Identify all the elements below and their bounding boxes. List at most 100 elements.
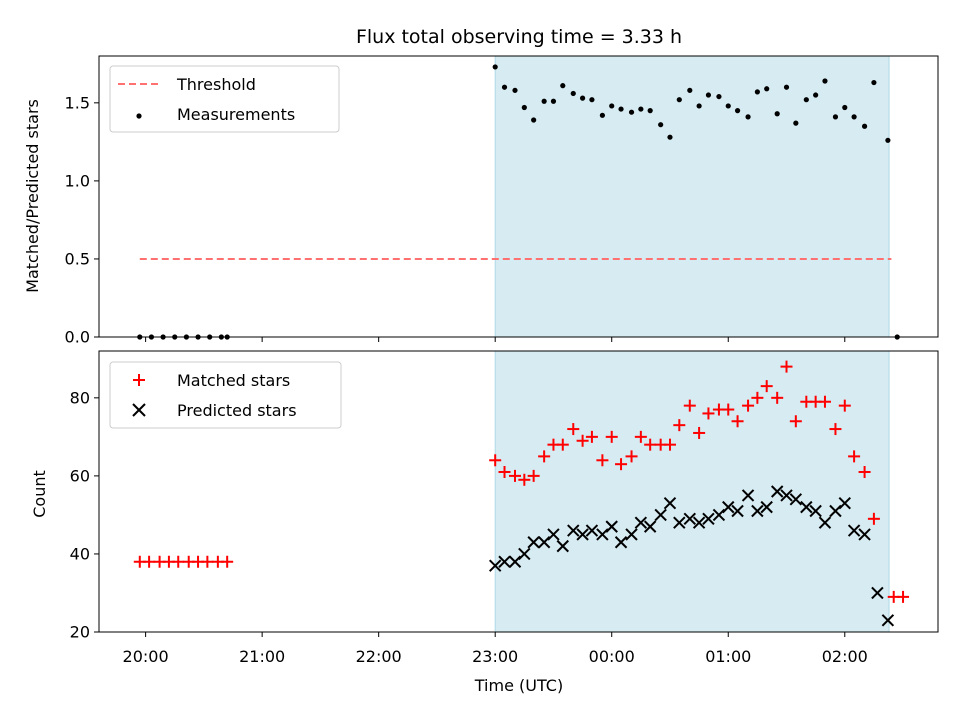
data-point <box>822 78 828 84</box>
predicted-point <box>567 524 580 537</box>
matched-point <box>693 426 706 439</box>
data-point <box>842 104 848 111</box>
matched-point <box>201 555 214 568</box>
matched-point <box>644 438 657 451</box>
predicted-point <box>722 500 735 514</box>
predicted-point <box>634 516 648 529</box>
predicted-point <box>838 497 851 510</box>
x-tick-label: 02:00 <box>822 647 868 666</box>
ratio-y-axis-label: Matched/Predicted stars <box>23 99 42 293</box>
data-point <box>658 122 664 128</box>
y-tick-label: 0.0 <box>65 328 90 347</box>
data-point <box>638 106 644 112</box>
x-tick-label: 22:00 <box>356 647 402 666</box>
predicted-point <box>625 528 638 541</box>
matched-point <box>567 423 580 436</box>
predicted-point <box>829 504 842 518</box>
predicted-point <box>881 614 895 627</box>
y-tick-label: 1.5 <box>65 93 90 112</box>
data-point <box>716 93 722 100</box>
count-panel: 20 40 60 80 20:00 21:00 22:00 23:00 00:00 01:00 02… <box>30 350 939 695</box>
predicted-point <box>871 586 884 600</box>
matched-point <box>143 555 156 568</box>
predicted-point <box>760 500 773 514</box>
predicted-point <box>770 485 784 498</box>
matched-point <box>615 458 628 471</box>
matched-point <box>527 469 540 482</box>
x-tick-label: 00:00 <box>589 647 635 666</box>
matched-point <box>722 403 735 416</box>
matched-point <box>556 438 569 451</box>
matched-point <box>489 454 502 467</box>
data-point <box>871 79 877 86</box>
predicted-point <box>847 524 861 537</box>
data-point <box>647 108 653 114</box>
data-point <box>667 134 673 140</box>
predicted-point <box>731 504 744 518</box>
matched-point <box>780 360 793 373</box>
matched-point <box>731 415 744 428</box>
predicted-point <box>702 512 715 526</box>
data-point <box>803 97 809 103</box>
data-point <box>570 90 576 97</box>
matched-point <box>838 399 851 412</box>
matched-point <box>858 465 871 478</box>
data-point <box>783 84 790 90</box>
count-legend: Matched stars Predicted stars <box>109 361 342 429</box>
data-point <box>541 98 547 104</box>
predicted-point <box>789 493 803 506</box>
y-tick-label: 20 <box>70 623 90 642</box>
data-point <box>832 114 839 120</box>
data-point <box>521 104 527 111</box>
matched-point <box>625 450 638 463</box>
x-tick-label: 01:00 <box>705 647 751 666</box>
matched-point <box>760 380 773 393</box>
predicted-point <box>800 500 813 514</box>
matched-point <box>771 391 784 404</box>
data-point <box>531 117 537 123</box>
matched-point <box>848 450 861 463</box>
count-y-axis-label: Count <box>30 470 49 518</box>
predicted-point <box>683 512 697 526</box>
data-point <box>579 95 586 101</box>
matched-point <box>221 555 234 568</box>
observing-span <box>494 350 890 633</box>
predicted-point <box>858 528 871 541</box>
data-point <box>687 87 693 93</box>
predicted-point <box>654 508 667 522</box>
predicted-point <box>498 555 511 568</box>
predicted-point <box>780 489 793 502</box>
matched-point <box>498 465 511 478</box>
data-point <box>618 106 624 112</box>
x-tick-label: 23:00 <box>472 647 518 666</box>
predicted-point <box>508 555 522 568</box>
predicted-point <box>527 536 540 549</box>
count-axes-frame <box>98 350 939 633</box>
matched-point <box>605 430 618 443</box>
y-tick-label: 60 <box>70 466 90 485</box>
predicted-point <box>712 508 726 522</box>
predicted-point <box>751 504 764 518</box>
matched-point <box>702 407 715 420</box>
data-point <box>851 114 857 120</box>
predicted-stars-series <box>488 485 895 627</box>
data-point <box>705 92 712 98</box>
predicted-point <box>488 559 502 572</box>
matched-point <box>634 430 647 443</box>
predicted-point <box>741 489 755 502</box>
data-point <box>609 103 615 109</box>
y-tick-label: 1.0 <box>65 171 90 190</box>
data-point <box>861 123 868 129</box>
predicted-legend-swatch <box>132 403 146 417</box>
data-point <box>885 137 891 143</box>
predicted-point <box>537 536 551 549</box>
data-point <box>492 64 498 70</box>
legend-label-threshold: Threshold <box>176 75 256 94</box>
observing-span <box>494 55 890 338</box>
predicted-point <box>576 528 589 541</box>
predicted-point <box>556 539 569 553</box>
matched-point <box>538 450 551 463</box>
y-tick-label: 80 <box>70 388 90 407</box>
predicted-point <box>596 528 609 541</box>
data-point <box>754 89 760 95</box>
